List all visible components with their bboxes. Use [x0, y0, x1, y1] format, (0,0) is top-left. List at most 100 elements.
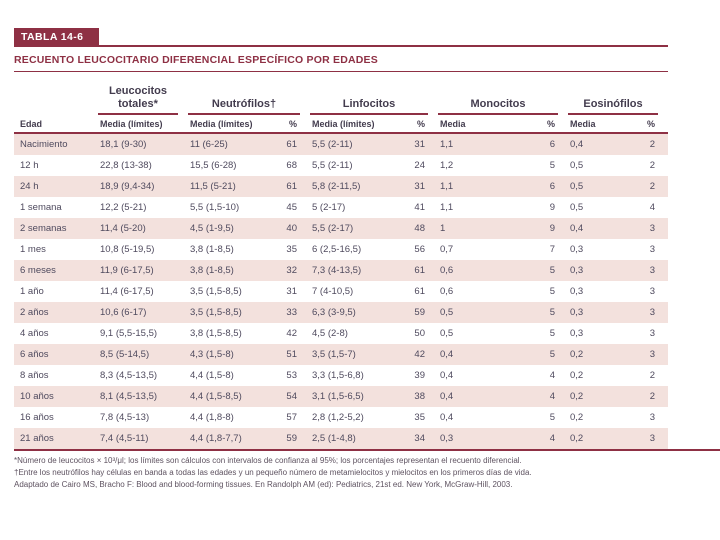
data-cell-mon-media: 0,5: [440, 328, 454, 340]
data-cell-neu-pct: 51: [286, 349, 297, 361]
data-cell-neu-media: 4,3 (1,5-8): [190, 349, 234, 361]
column-header-lin-media: Media (límites): [312, 119, 375, 130]
data-cell-lin-pct: 38: [414, 391, 425, 403]
data-cell-mon-pct: 6: [549, 181, 555, 193]
data-cell-eos-pct: 2: [649, 160, 655, 172]
column-header-eos-pct: %: [646, 119, 655, 130]
data-cell-mon-media: 0,4: [440, 391, 454, 403]
column-group-header-row: Leucocitos totales* Neutrófilos† Linfoci…: [14, 85, 668, 116]
data-cell-mon-media: 0,5: [440, 307, 454, 319]
group-header-monocitos: Monocitos: [438, 85, 558, 116]
data-cell-mon-media: 1,1: [440, 139, 454, 151]
data-cell-neu-media: 3,5 (1,5-8,5): [190, 307, 242, 319]
table-body: Nacimiento 18,1 (9-30) 11 (6-25) 61 5,5 …: [14, 134, 720, 452]
data-cell-leu-media: 8,5 (5-14,5): [100, 349, 150, 361]
data-cell-lin-pct: 50: [414, 328, 425, 340]
data-cell-neu-media: 3,8 (1,5-8,5): [190, 328, 242, 340]
data-cell-mon-pct: 5: [549, 349, 555, 361]
data-cell-leu-media: 7,8 (4,5-13): [100, 412, 150, 424]
data-cell-lin-media: 2,5 (1-4,8): [312, 433, 356, 445]
data-cell-eos-pct: 4: [649, 202, 655, 214]
data-cell-eos-media: 0,2: [570, 433, 584, 445]
footnote-leucocitos: *Número de leucocitos × 10³/μl; los lími…: [14, 456, 522, 466]
data-cell-lin-pct: 59: [414, 307, 425, 319]
age-cell: Nacimiento: [20, 139, 68, 151]
age-cell: 2 años: [20, 307, 49, 319]
footnote-source-citation: Adaptado de Cairo MS, Bracho F: Blood an…: [14, 480, 513, 490]
data-cell-mon-pct: 5: [549, 265, 555, 277]
data-cell-mon-pct: 5: [549, 412, 555, 424]
data-cell-neu-media: 4,4 (1,8-8): [190, 412, 234, 424]
data-cell-lin-media: 4,5 (2-8): [312, 328, 348, 340]
data-cell-eos-pct: 3: [649, 349, 655, 361]
data-cell-lin-media: 7 (4-10,5): [312, 286, 354, 298]
column-header-neu-pct: %: [288, 119, 297, 130]
data-cell-eos-pct: 2: [649, 181, 655, 193]
table-row: 24 h 18,9 (9,4-34) 11,5 (5-21) 61 5,8 (2…: [14, 176, 668, 198]
column-header-neu-media: Media (límites): [190, 119, 253, 130]
data-cell-lin-media: 6 (2,5-16,5): [312, 244, 362, 256]
data-cell-eos-pct: 3: [649, 223, 655, 235]
table-row: 2 semanas 11,4 (5-20) 4,5 (1-9,5) 40 5,5…: [14, 218, 668, 240]
table-row: 6 meses 11,9 (6-17,5) 3,8 (1-8,5) 32 7,3…: [14, 260, 668, 282]
data-cell-lin-pct: 48: [414, 223, 425, 235]
divider: [14, 71, 668, 72]
data-cell-mon-media: 0,6: [440, 286, 454, 298]
data-cell-neu-media: 15,5 (6-28): [190, 160, 237, 172]
data-cell-leu-media: 18,1 (9-30): [100, 139, 147, 151]
data-cell-neu-media: 3,5 (1,5-8,5): [190, 286, 242, 298]
data-cell-eos-pct: 2: [649, 391, 655, 403]
data-cell-eos-media: 0,5: [570, 181, 584, 193]
column-header-leu-media: Media (límites): [100, 119, 163, 130]
data-cell-lin-media: 6,3 (3-9,5): [312, 307, 356, 319]
data-cell-neu-pct: 68: [286, 160, 297, 172]
data-cell-lin-media: 2,8 (1,2-5,2): [312, 412, 364, 424]
footnote-neutrofilos: †Entre los neutrófilos hay células en ba…: [14, 468, 532, 478]
data-cell-mon-media: 1: [440, 223, 446, 235]
group-header-leucocitos: Leucocitos totales*: [98, 85, 178, 116]
table-title: RECUENTO LEUCOCITARIO DIFERENCIAL ESPECÍ…: [14, 54, 378, 66]
data-cell-leu-media: 18,9 (9,4-34): [100, 181, 155, 193]
data-cell-eos-media: 0,2: [570, 412, 584, 424]
age-cell: 6 meses: [20, 265, 56, 277]
data-cell-neu-pct: 61: [286, 181, 297, 193]
data-cell-leu-media: 8,3 (4,5-13,5): [100, 370, 158, 382]
data-cell-eos-pct: 3: [649, 412, 655, 424]
data-cell-eos-pct: 3: [649, 433, 655, 445]
data-cell-mon-pct: 4: [549, 433, 555, 445]
data-cell-mon-media: 0,3: [440, 433, 454, 445]
data-cell-leu-media: 8,1 (4,5-13,5): [100, 391, 158, 403]
data-cell-neu-media: 4,4 (1,5-8,5): [190, 391, 242, 403]
table-row: 21 años 7,4 (4,5-11) 4,4 (1,8-7,7) 59 2,…: [14, 428, 668, 450]
data-cell-neu-media: 3,8 (1-8,5): [190, 244, 234, 256]
data-cell-mon-media: 0,4: [440, 412, 454, 424]
data-cell-mon-media: 0,7: [440, 244, 454, 256]
table-row: 1 semana 12,2 (5-21) 5,5 (1,5-10) 45 5 (…: [14, 197, 668, 218]
data-cell-eos-pct: 3: [649, 328, 655, 340]
table-row: Nacimiento 18,1 (9-30) 11 (6-25) 61 5,5 …: [14, 134, 668, 156]
table-row: 1 año 11,4 (6-17,5) 3,5 (1,5-8,5) 31 7 (…: [14, 281, 668, 302]
data-cell-eos-media: 0,2: [570, 370, 584, 382]
group-header-linfocitos: Linfocitos: [310, 85, 428, 116]
data-cell-lin-pct: 56: [414, 244, 425, 256]
data-cell-eos-pct: 3: [649, 265, 655, 277]
data-cell-leu-media: 9,1 (5,5-15,5): [100, 328, 158, 340]
column-header-eos-media: Media: [570, 119, 596, 130]
data-cell-eos-media: 0,3: [570, 244, 584, 256]
data-cell-lin-pct: 61: [414, 265, 425, 277]
data-cell-leu-media: 11,9 (6-17,5): [100, 265, 154, 277]
table-row: 2 años 10,6 (6-17) 3,5 (1,5-8,5) 33 6,3 …: [14, 302, 668, 324]
data-cell-lin-pct: 31: [414, 139, 425, 151]
table-row: 4 años 9,1 (5,5-15,5) 3,8 (1,5-8,5) 42 4…: [14, 323, 668, 344]
table-label: TABLA 14-6: [14, 28, 100, 45]
data-cell-eos-pct: 2: [649, 139, 655, 151]
data-cell-neu-pct: 33: [286, 307, 297, 319]
age-cell: 2 semanas: [20, 223, 67, 235]
data-cell-neu-media: 5,5 (1,5-10): [190, 202, 240, 214]
data-cell-eos-media: 0,3: [570, 328, 584, 340]
data-cell-mon-media: 0,4: [440, 349, 454, 361]
data-cell-eos-media: 0,3: [570, 307, 584, 319]
data-cell-leu-media: 12,2 (5-21): [100, 202, 147, 214]
table-row: 12 h 22,8 (13-38) 15,5 (6-28) 68 5,5 (2-…: [14, 155, 668, 176]
